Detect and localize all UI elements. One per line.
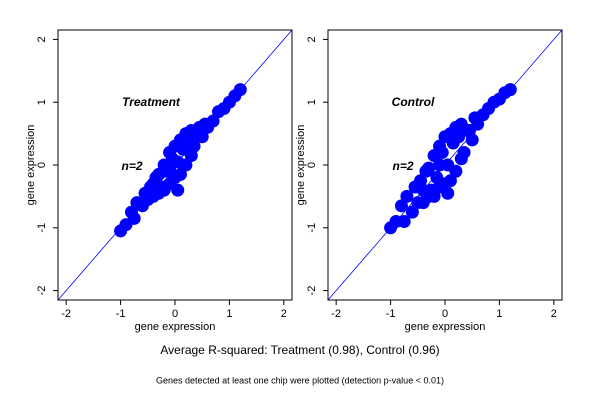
y-tick-label: -1 (36, 223, 48, 233)
y-tick-label: 0 (36, 162, 48, 168)
point (173, 167, 187, 181)
point (433, 158, 447, 172)
point (465, 133, 479, 147)
x-axis-label: gene expression (135, 321, 216, 333)
y-axis-label: gene expression (25, 125, 37, 206)
y-tick-label: 2 (306, 36, 318, 42)
point (195, 130, 209, 144)
point (471, 117, 485, 131)
point (146, 177, 160, 191)
y-tick-label: -2 (36, 286, 48, 296)
x-tick-label: 2 (551, 308, 557, 320)
point (179, 158, 193, 172)
point (449, 164, 463, 178)
x-tick-label: 0 (172, 308, 178, 320)
footnote: Genes detected at least one chip were pl… (156, 375, 444, 385)
y-tick-label: 1 (306, 99, 318, 105)
point (171, 183, 185, 197)
point (405, 205, 419, 219)
y-axis-label: gene expression (295, 125, 307, 206)
diagonal (327, 29, 563, 301)
point (427, 189, 441, 203)
y-tick-label: 2 (36, 36, 48, 42)
x-tick-label: 1 (226, 308, 232, 320)
x-axis-label: gene expression (405, 321, 486, 333)
x-tick-label: 2 (281, 308, 287, 320)
point (163, 161, 177, 175)
point (397, 215, 411, 229)
point (454, 152, 468, 166)
y-tick-label: -2 (306, 286, 318, 296)
diagonal (57, 29, 293, 301)
point (184, 149, 198, 163)
annotation: Control (392, 95, 435, 109)
point (435, 145, 449, 159)
y-tick-label: 1 (36, 99, 48, 105)
point (422, 161, 436, 175)
y-tick-label: 0 (306, 162, 318, 168)
x-tick-label: 1 (496, 308, 502, 320)
annotation: n=2 (121, 159, 142, 173)
y-tick-label: -1 (306, 223, 318, 233)
point (394, 199, 408, 213)
point (127, 211, 141, 225)
point (443, 174, 457, 188)
x-tick-label: -1 (386, 308, 396, 320)
x-tick-label: -2 (61, 308, 71, 320)
caption: Average R-squared: Treatment (0.98), Con… (160, 343, 439, 357)
x-tick-label: 0 (442, 308, 448, 320)
x-tick-label: -1 (116, 308, 126, 320)
x-tick-label: -2 (331, 308, 341, 320)
annotation: n=2 (392, 159, 413, 173)
point (400, 189, 414, 203)
point (441, 186, 455, 200)
annotation: Treatment (122, 95, 181, 109)
